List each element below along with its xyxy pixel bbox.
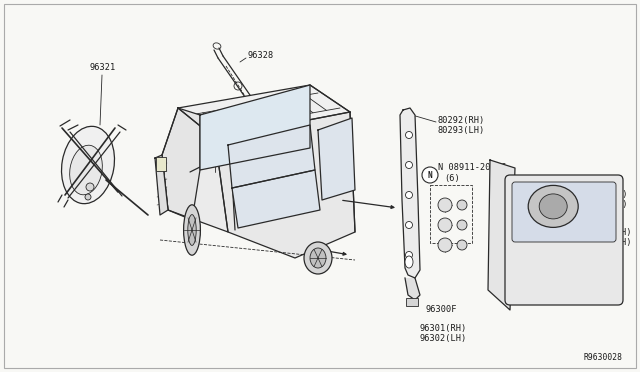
Circle shape <box>422 167 438 183</box>
Text: R9630028: R9630028 <box>583 353 622 362</box>
Bar <box>406 298 418 306</box>
Bar <box>430 185 472 243</box>
FancyBboxPatch shape <box>505 175 623 305</box>
Ellipse shape <box>310 248 326 268</box>
Circle shape <box>438 218 452 232</box>
Ellipse shape <box>405 256 413 268</box>
Circle shape <box>457 220 467 230</box>
Text: N: N <box>428 170 432 180</box>
Circle shape <box>335 106 340 112</box>
Text: 96300F: 96300F <box>425 305 456 314</box>
Circle shape <box>234 82 242 90</box>
Polygon shape <box>400 108 420 278</box>
Polygon shape <box>162 108 228 232</box>
Text: 96328: 96328 <box>248 51 275 60</box>
Polygon shape <box>405 278 420 300</box>
Bar <box>156 157 166 171</box>
Text: 96302(LH): 96302(LH) <box>420 334 467 343</box>
Text: 96365M(RH): 96365M(RH) <box>580 228 632 237</box>
Text: N 08911-2062G: N 08911-2062G <box>438 164 506 173</box>
Polygon shape <box>200 85 310 170</box>
Polygon shape <box>232 170 320 228</box>
Circle shape <box>438 198 452 212</box>
Text: 96301(RH): 96301(RH) <box>420 324 467 333</box>
Circle shape <box>406 251 413 259</box>
Ellipse shape <box>540 194 567 219</box>
Ellipse shape <box>528 185 578 227</box>
Text: 96367M(RH): 96367M(RH) <box>575 190 627 199</box>
Ellipse shape <box>304 242 332 274</box>
Text: 96368M(LH): 96368M(LH) <box>575 201 627 209</box>
Circle shape <box>86 183 94 191</box>
Polygon shape <box>162 108 200 220</box>
Polygon shape <box>228 125 315 188</box>
FancyBboxPatch shape <box>512 182 616 242</box>
Circle shape <box>438 238 452 252</box>
Ellipse shape <box>188 215 196 246</box>
Circle shape <box>85 194 91 200</box>
Text: 80292(RH): 80292(RH) <box>438 115 485 125</box>
Polygon shape <box>488 160 515 310</box>
Text: 80293(LH): 80293(LH) <box>438 125 485 135</box>
Circle shape <box>310 92 314 96</box>
Circle shape <box>406 221 413 228</box>
Ellipse shape <box>61 126 115 204</box>
Polygon shape <box>178 85 350 138</box>
Circle shape <box>193 115 198 119</box>
Polygon shape <box>215 85 355 258</box>
Circle shape <box>457 240 467 250</box>
Text: 96366M(LH): 96366M(LH) <box>580 237 632 247</box>
Text: 96321: 96321 <box>90 64 116 73</box>
Text: (6): (6) <box>444 173 460 183</box>
Circle shape <box>406 192 413 199</box>
Circle shape <box>406 131 413 138</box>
Polygon shape <box>318 118 355 200</box>
Polygon shape <box>155 155 168 215</box>
Ellipse shape <box>70 145 102 195</box>
Ellipse shape <box>184 205 200 255</box>
Circle shape <box>457 200 467 210</box>
Circle shape <box>406 161 413 169</box>
Circle shape <box>204 131 209 135</box>
